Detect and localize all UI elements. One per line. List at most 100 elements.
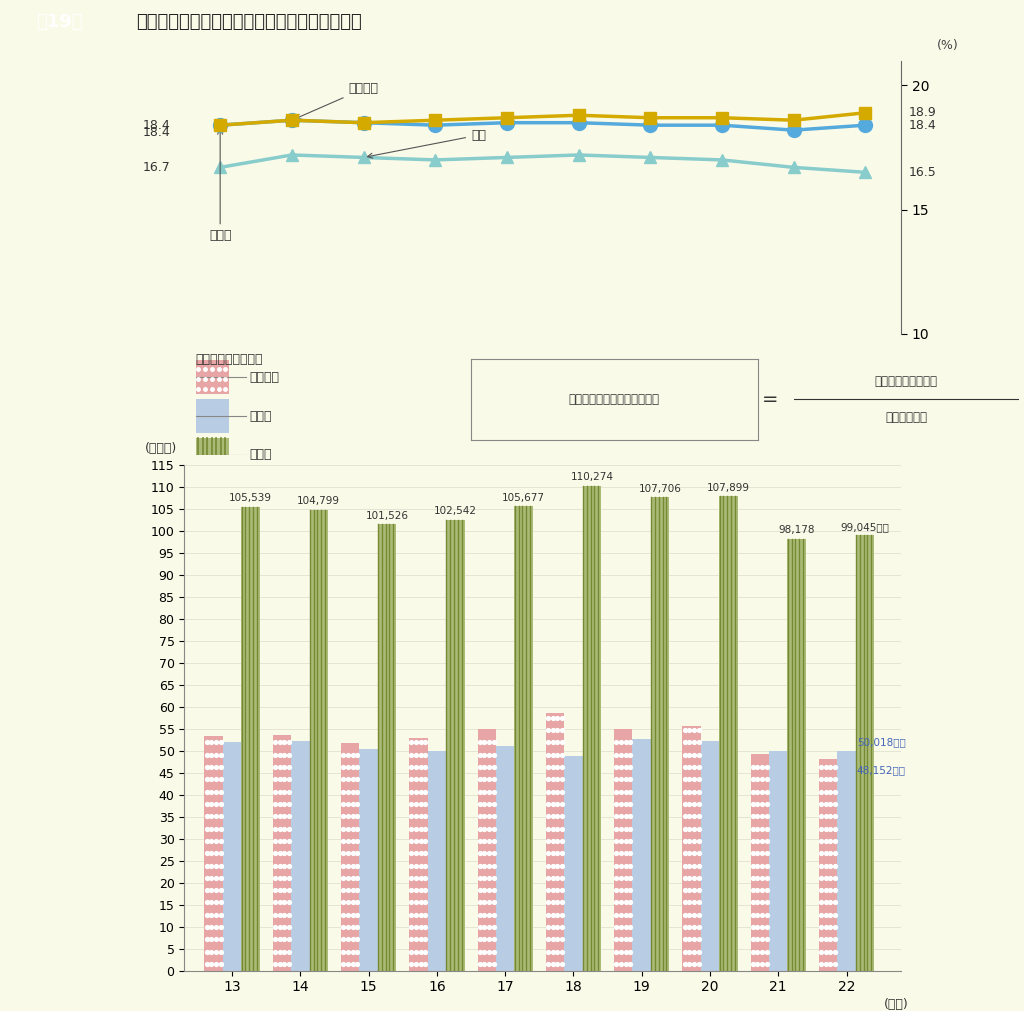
純計 — [572, 149, 585, 161]
純計 — [716, 154, 728, 166]
純計 — [787, 162, 800, 174]
市町村 — [644, 119, 656, 131]
Bar — [196, 361, 229, 394]
市町村 — [429, 119, 441, 131]
Bar — [769, 751, 787, 971]
Text: 18.4: 18.4 — [142, 118, 170, 131]
Bar — [341, 743, 359, 971]
純計 — [214, 162, 226, 174]
Text: (%): (%) — [937, 39, 958, 53]
市町村 — [357, 116, 370, 128]
Bar — [546, 714, 564, 971]
Bar — [700, 741, 719, 971]
Bar — [682, 726, 700, 971]
Text: =: = — [762, 390, 779, 408]
Bar — [223, 741, 242, 971]
Text: 110,274: 110,274 — [570, 472, 613, 482]
Text: 公債費充当一般財源: 公債費充当一般財源 — [196, 353, 263, 366]
Bar — [819, 759, 838, 971]
純計 — [501, 152, 513, 164]
都道府県 — [787, 114, 800, 126]
都道府県 — [644, 111, 656, 123]
Text: 都道府県: 都道府県 — [296, 83, 379, 119]
市町村 — [787, 124, 800, 136]
Text: 公債費充当一般財源: 公債費充当一般財源 — [874, 375, 938, 388]
Text: 50,018億円: 50,018億円 — [857, 737, 905, 747]
Bar — [428, 751, 446, 971]
Bar — [614, 729, 633, 971]
Text: 101,526: 101,526 — [366, 511, 409, 521]
Text: 107,899: 107,899 — [707, 483, 750, 492]
市町村 — [286, 114, 298, 126]
Text: 18.9: 18.9 — [908, 106, 936, 119]
純計 — [859, 166, 871, 178]
Text: 48,152億円: 48,152億円 — [857, 765, 906, 775]
Text: (千億円): (千億円) — [145, 442, 177, 455]
純計 — [357, 152, 370, 164]
Bar — [359, 748, 378, 971]
Text: 105,677: 105,677 — [502, 492, 545, 502]
Text: 都道府県: 都道府県 — [249, 371, 280, 383]
都道府県 — [501, 111, 513, 123]
Bar — [378, 525, 396, 971]
Line: 市町村: 市町村 — [213, 113, 872, 137]
Text: 純　計: 純 計 — [249, 449, 271, 461]
Bar — [856, 535, 874, 971]
Bar — [751, 754, 769, 971]
都道府県 — [572, 109, 585, 121]
Text: 16.5: 16.5 — [908, 166, 936, 179]
Text: 102,542: 102,542 — [434, 507, 477, 517]
Text: 市町村: 市町村 — [249, 409, 271, 423]
純計 — [286, 149, 298, 161]
Bar — [291, 741, 309, 971]
Line: 都道府県: 都道府県 — [215, 107, 870, 130]
市町村 — [572, 116, 585, 128]
Text: 公債費負担比率（右目盛）％: 公債費負担比率（右目盛）％ — [569, 393, 659, 405]
Text: 98,178: 98,178 — [778, 526, 815, 536]
Text: 市町村: 市町村 — [209, 129, 231, 243]
Text: 純計: 純計 — [368, 128, 486, 158]
Text: 107,706: 107,706 — [639, 483, 682, 493]
Text: 一般財源総額: 一般財源総額 — [885, 410, 928, 424]
Bar — [787, 539, 806, 971]
都道府県 — [716, 111, 728, 123]
Line: 純計: 純計 — [214, 149, 871, 179]
Text: 公債費充当一般財源及び公債費負担比率の推移: 公債費充当一般財源及び公債費負担比率の推移 — [136, 13, 361, 31]
Text: 99,045億円: 99,045億円 — [841, 522, 890, 532]
Bar — [651, 497, 670, 971]
市町村 — [859, 119, 871, 131]
都道府県 — [286, 114, 298, 126]
Text: 16.7: 16.7 — [142, 161, 170, 174]
Bar — [719, 496, 737, 971]
純計 — [644, 152, 656, 164]
都道府県 — [859, 107, 871, 119]
Bar — [410, 738, 428, 971]
Bar — [514, 507, 532, 971]
Bar — [583, 486, 601, 971]
Text: 18.4: 18.4 — [908, 118, 936, 131]
市町村 — [501, 116, 513, 128]
Bar — [496, 745, 514, 971]
Bar — [446, 520, 465, 971]
Text: 第19図: 第19図 — [36, 13, 82, 31]
Bar — [242, 507, 260, 971]
Bar — [196, 439, 229, 472]
Text: 104,799: 104,799 — [297, 496, 340, 507]
市町村 — [214, 119, 226, 131]
Bar — [309, 510, 328, 971]
市町村 — [716, 119, 728, 131]
Text: (年度): (年度) — [884, 999, 908, 1011]
Bar — [838, 751, 856, 971]
Text: 105,539: 105,539 — [229, 493, 272, 503]
Bar — [272, 735, 291, 971]
Bar — [477, 729, 496, 971]
Bar — [196, 399, 229, 433]
純計 — [429, 154, 441, 166]
Bar — [205, 736, 223, 971]
Bar — [633, 739, 651, 971]
都道府県 — [214, 119, 226, 131]
都道府県 — [357, 116, 370, 128]
都道府県 — [429, 114, 441, 126]
Text: 18.4: 18.4 — [142, 126, 170, 140]
Bar — [564, 755, 583, 971]
